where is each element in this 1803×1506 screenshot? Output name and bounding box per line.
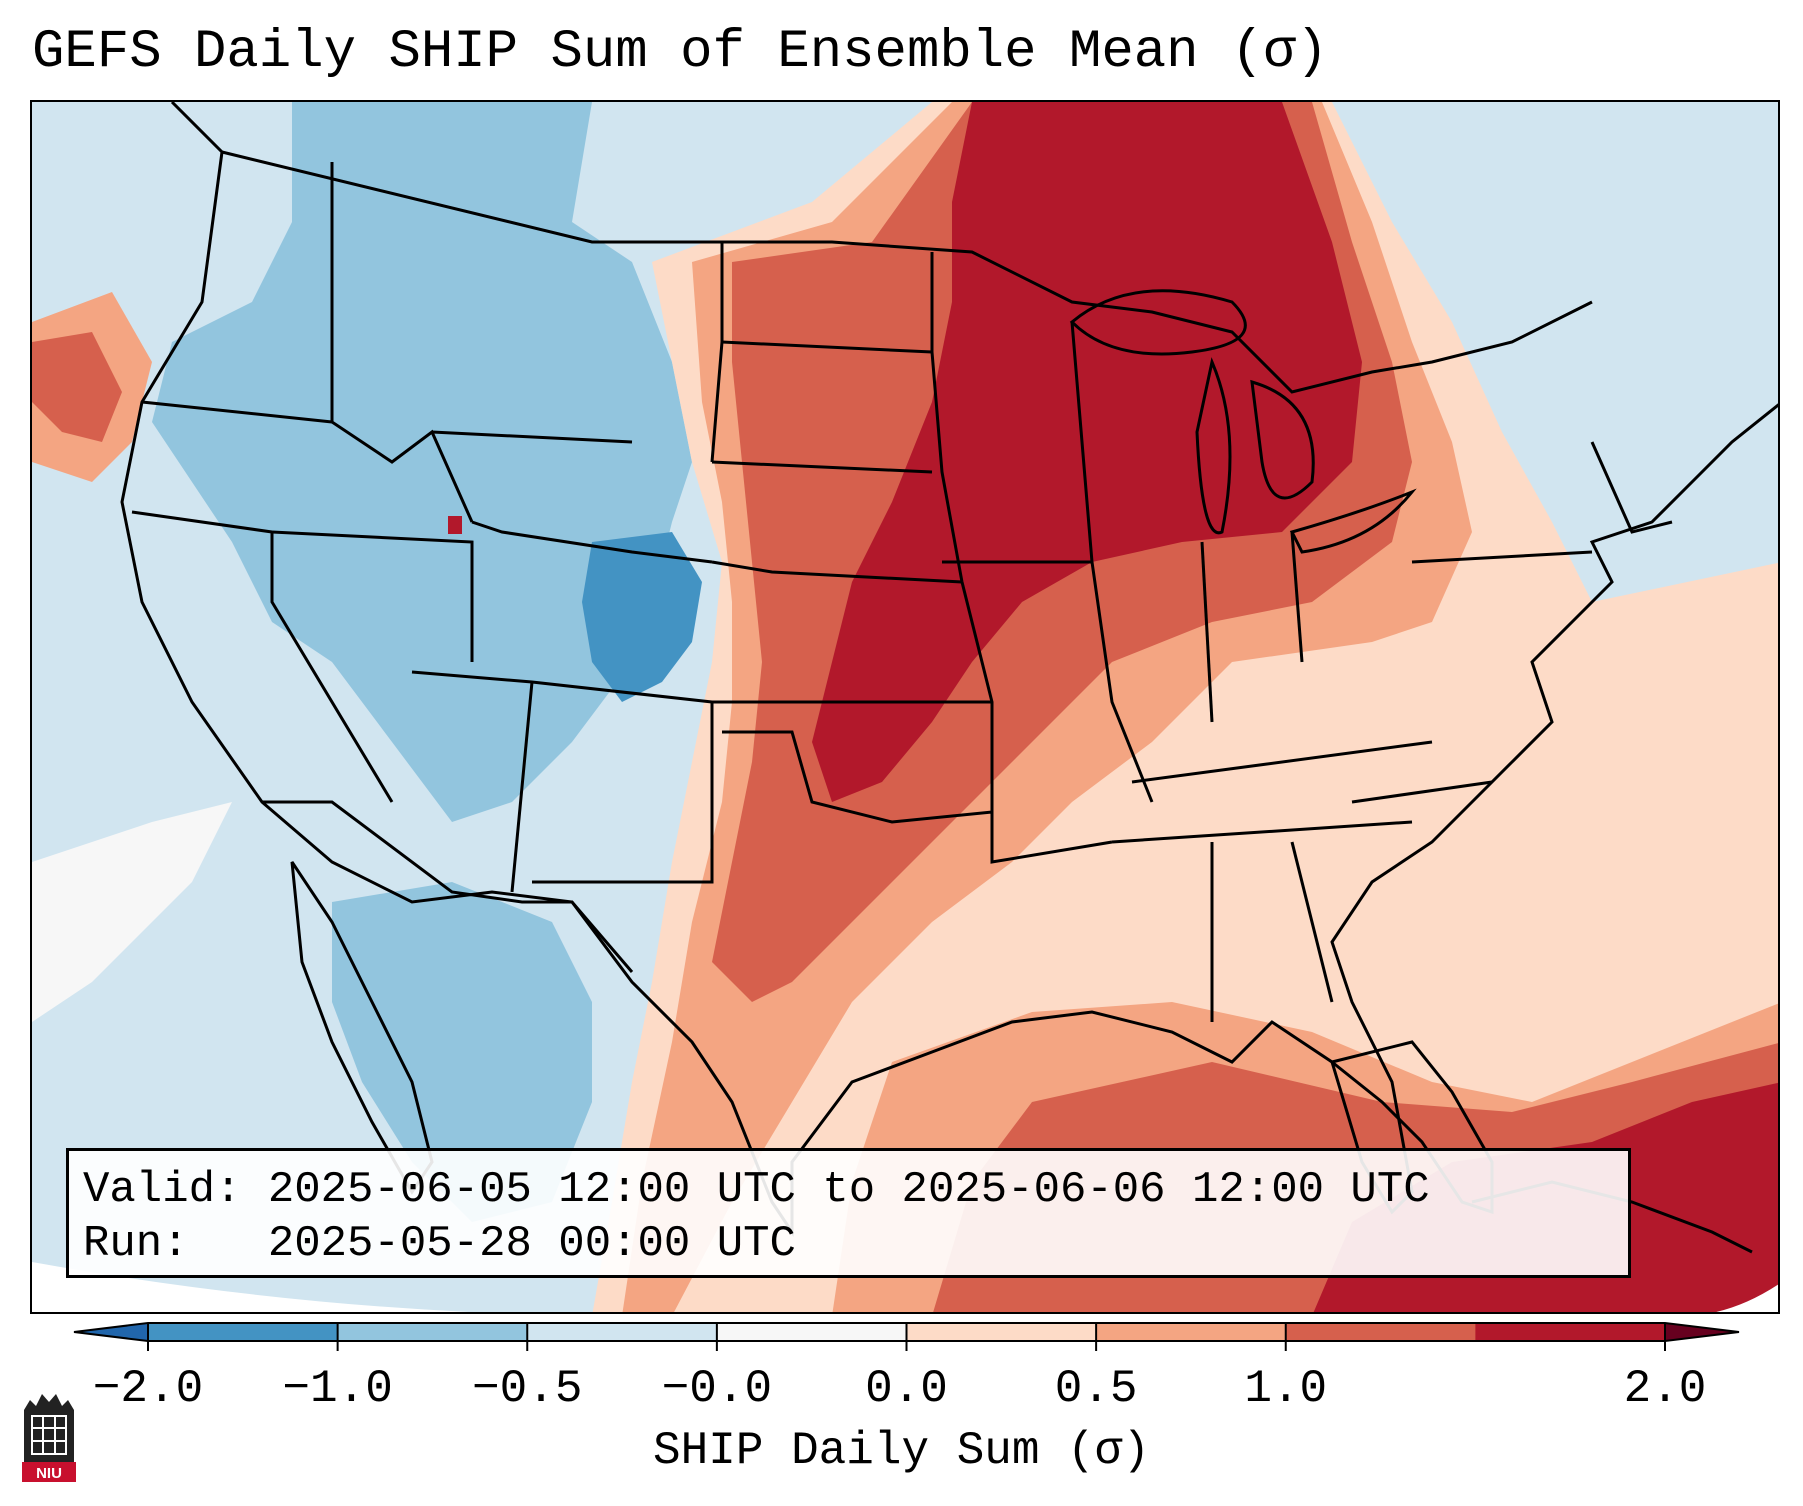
canada-border	[221, 150, 1593, 394]
border-oh-pa	[1290, 531, 1304, 663]
colorbar-label: SHIP Daily Sum (σ)	[653, 1425, 1150, 1477]
border-wy-co	[471, 520, 713, 564]
colorbar-segment-4	[906, 1323, 1097, 1341]
border-new-england	[1590, 441, 1673, 534]
chart-title: GEFS Daily SHIP Sum of Ensemble Mean (σ)	[32, 22, 1329, 83]
colorbar-tick-label: −0.5	[472, 1363, 583, 1415]
niu-logo-icon: NIU	[22, 1394, 76, 1482]
colorbar-segment-2	[527, 1323, 718, 1341]
border-sd-ne	[711, 460, 933, 474]
colorbar-segment-7	[1475, 1323, 1666, 1341]
ship-field-strong-positive-pnw-offshore	[32, 332, 122, 442]
ship-field-neutral-pacific	[32, 802, 232, 1022]
border-al-ga	[1290, 841, 1334, 1003]
map-projection-edge-left	[32, 1262, 469, 1312]
border-ne-ks	[711, 560, 963, 584]
colorbar-tick-label: −0.0	[661, 1363, 773, 1415]
valid-value: 2025-06-05 12:00 UTC to 2025-06-06 12:00…	[267, 1165, 1430, 1215]
valid-run-info-box: Valid: 2025-06-05 12:00 UTC to 2025-06-0…	[66, 1148, 1631, 1278]
mexico-border	[262, 800, 634, 973]
ship-map	[32, 102, 1778, 1312]
colorbar-tick-label: 0.0	[865, 1363, 948, 1415]
lake-erie	[1289, 488, 1417, 554]
border-id-mt	[330, 162, 474, 523]
ship-field-strong-negative-co	[582, 532, 702, 702]
border-ca-nv	[270, 532, 394, 803]
border-mo-ar	[960, 581, 1113, 864]
ship-field-negative-west	[152, 102, 692, 822]
ship-field-red-pixel-ut	[448, 516, 462, 534]
run-row: Run: 2025-05-28 00:00 UTC	[83, 1217, 1614, 1271]
map-projection-edge-right	[1716, 1284, 1778, 1312]
colorbar-segment-1	[337, 1323, 528, 1341]
run-label: Run:	[83, 1219, 189, 1269]
ship-field-negative-southwest	[332, 882, 592, 1222]
lake-michigan	[1195, 357, 1232, 535]
colorbar-over-extension	[1665, 1323, 1739, 1341]
border-id-nv-ut	[271, 530, 474, 662]
colorbar-segment-3	[716, 1323, 907, 1341]
colorbar-outline	[73, 1322, 1740, 1342]
valid-row: Valid: 2025-06-05 12:00 UTC to 2025-06-0…	[83, 1163, 1614, 1217]
border-nc-sc	[1351, 780, 1493, 804]
lake-superior	[1069, 289, 1247, 356]
colorbar-tick-label: 2.0	[1623, 1363, 1707, 1415]
colorbar-segment-0	[148, 1323, 339, 1341]
boundaries	[120, 102, 1778, 1254]
run-value: 2025-05-28 00:00 UTC	[267, 1219, 796, 1269]
colorbar-tick-label: −1.0	[282, 1363, 393, 1415]
border-ky-tn	[1131, 740, 1433, 784]
border-wi-il	[1070, 321, 1154, 803]
border-tn-southern	[1111, 820, 1413, 844]
map-panel	[30, 100, 1780, 1314]
us-outline	[120, 102, 1778, 1237]
colorbar-tick-label: 1.0	[1244, 1363, 1328, 1415]
border-wa-or	[141, 400, 333, 424]
svg-text:NIU: NIU	[36, 1465, 62, 1482]
valid-label: Valid:	[83, 1165, 242, 1215]
colorbar-tick-label: −2.0	[92, 1363, 204, 1415]
colorbar-segment-6	[1285, 1323, 1476, 1341]
border-in-oh	[1200, 541, 1214, 723]
colorbar-under-extension	[74, 1323, 148, 1341]
border-or-ca	[131, 510, 273, 534]
ship-field-very-strong-positive-midwest	[812, 102, 1362, 802]
colorbar-tick-label: 0.5	[1054, 1363, 1138, 1415]
border-mt-wy	[431, 430, 633, 444]
lake-huron	[1250, 379, 1315, 500]
border-nd-sd	[721, 340, 933, 354]
border-co-nm-ok	[532, 702, 714, 884]
border-mn	[930, 252, 964, 583]
colorbar-segment-5	[1096, 1323, 1287, 1341]
border-ny-pa	[1411, 550, 1593, 564]
border-mt-nd	[710, 242, 724, 463]
colorbar-segments	[73, 1322, 1740, 1351]
border-az-nm	[510, 681, 534, 893]
